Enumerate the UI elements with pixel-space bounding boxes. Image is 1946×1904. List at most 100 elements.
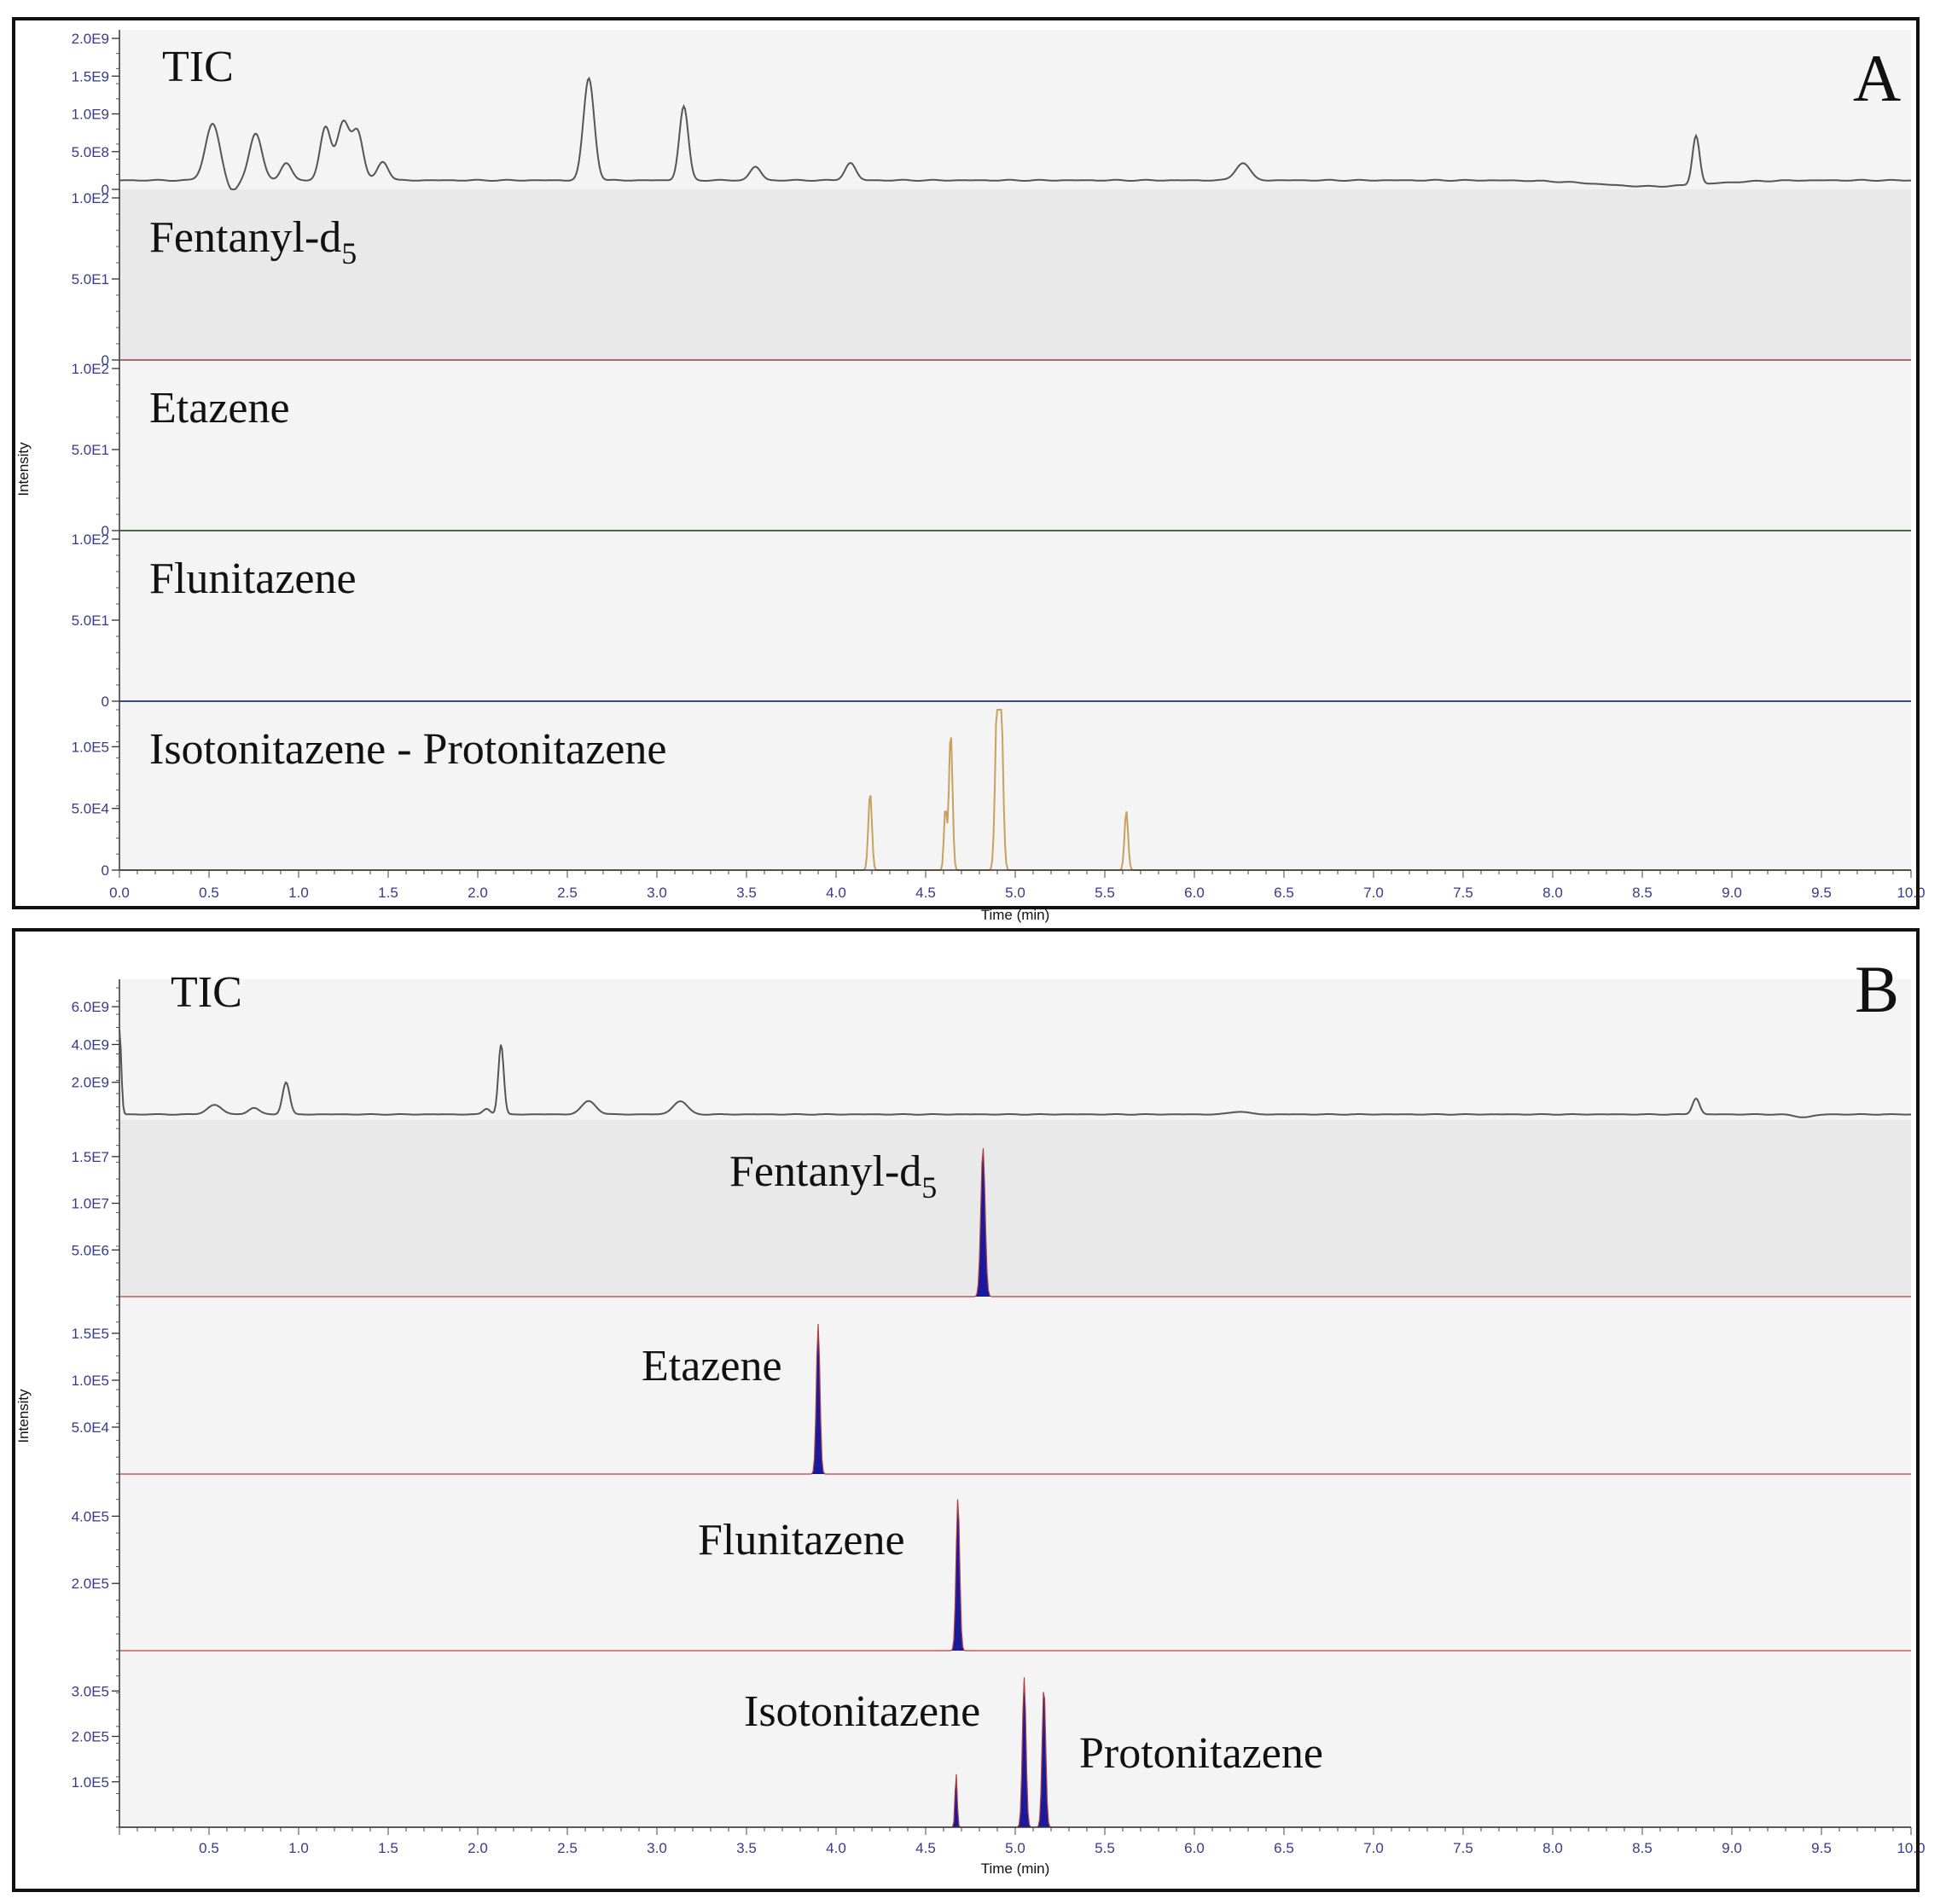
x-tick-label: 4.5 [915, 885, 936, 901]
y-tick-label: 1.0E5 [72, 1373, 109, 1389]
trace-label-secondary: Protonitazene [1079, 1729, 1323, 1778]
x-tick-label: 5.5 [1095, 1840, 1115, 1856]
trace-4: 0 5.0E1 1.0E2 Flunitazene [72, 531, 1911, 710]
y-tick-label: 2.0E5 [72, 1576, 109, 1592]
y-tick-label: 2.0E5 [72, 1729, 109, 1745]
trace-label: Etazene [642, 1342, 782, 1390]
panel-a: 0 5.0E8 1.0E9 1.5E9 2.0E9 TIC 0 5.0E1 1.0E2 Fenta… [12, 17, 1926, 923]
x-tick-label: 7.5 [1453, 885, 1473, 901]
panel-frame [12, 928, 1920, 1892]
x-tick-label: 8.5 [1632, 885, 1653, 901]
y-tick-label: 2.0E9 [72, 31, 109, 47]
x-tick-label: 8.5 [1632, 1840, 1653, 1856]
x-tick-label: 5.5 [1095, 885, 1115, 901]
trace-background [119, 1120, 1911, 1297]
y-tick-label: 1.0E5 [72, 739, 109, 755]
trace-3: 0 5.0E1 1.0E2 Etazene [72, 360, 1911, 539]
y-axis-title: Intensity [15, 1389, 32, 1443]
y-tick-label: 5.0E1 [72, 271, 109, 287]
x-tick-label: 10.0 [1897, 885, 1925, 901]
y-tick-label: 5.0E4 [72, 801, 109, 817]
trace-label: TIC [171, 968, 242, 1017]
y-tick-label: 5.0E1 [72, 612, 109, 629]
x-tick-label: 0.0 [109, 885, 130, 901]
y-tick-label: 1.0E2 [72, 361, 109, 377]
x-tick-label: 6.5 [1274, 885, 1294, 901]
x-tick-label: 1.5 [378, 1840, 398, 1856]
trace-background [119, 1651, 1911, 1827]
y-tick-label: 5.0E8 [72, 144, 109, 160]
y-tick-label: 2.0E9 [72, 1075, 109, 1091]
y-tick-label: 1.0E9 [72, 107, 109, 123]
y-tick-label: 1.0E2 [72, 531, 109, 548]
x-tick-label: 4.0 [826, 885, 846, 901]
y-tick-label: 0 [102, 523, 109, 539]
x-tick-label: 9.5 [1811, 1840, 1832, 1856]
trace-background [119, 189, 1911, 360]
x-tick-label: 8.0 [1542, 1840, 1563, 1856]
x-tick-label: 3.0 [647, 1840, 667, 1856]
y-tick-label: 5.0E1 [72, 442, 109, 458]
signal-line [119, 1029, 1911, 1118]
trace-2: 0 5.0E1 1.0E2 Fentanyl-d5 [72, 189, 1911, 369]
y-tick-label: 3.0E5 [72, 1683, 109, 1699]
signal-line [119, 1499, 1911, 1651]
trace-background [119, 360, 1911, 531]
trace-label: Flunitazene [149, 554, 357, 603]
y-tick-label: 4.0E5 [72, 1508, 109, 1524]
x-tick-label: 2.5 [557, 885, 578, 901]
y-tick-label: 6.0E9 [72, 999, 109, 1015]
x-tick-label: 6.5 [1274, 1840, 1294, 1856]
trace-1: 2.0E9 4.0E9 6.0E9 TIC [72, 968, 1911, 1121]
x-tick-label: 1.5 [378, 885, 398, 901]
y-tick-label: 0 [102, 694, 109, 710]
panel-label: A [1853, 41, 1901, 115]
x-tick-label: 7.5 [1453, 1840, 1473, 1856]
y-tick-label: 0 [102, 862, 109, 879]
y-tick-label: 4.0E9 [72, 1036, 109, 1053]
trace-label: Isotonitazene - Protonitazene [149, 725, 666, 774]
x-tick-label: 10.0 [1897, 1840, 1925, 1856]
x-tick-label: 8.0 [1542, 885, 1563, 901]
panel-frame [12, 17, 1920, 909]
y-tick-label: 1.5E9 [72, 68, 109, 84]
x-tick-label: 0.5 [199, 1840, 219, 1856]
x-tick-label: 1.0 [288, 885, 309, 901]
x-tick-label: 9.0 [1722, 885, 1742, 901]
y-tick-label: 0 [102, 182, 109, 198]
trace-label: Fentanyl-d5 [729, 1147, 937, 1205]
y-tick-label: 1.5E5 [72, 1326, 109, 1342]
y-tick-label: 1.0E5 [72, 1774, 109, 1791]
signal-line [119, 76, 1912, 190]
y-tick-label: 1.0E2 [72, 190, 109, 206]
trace-background [119, 30, 1911, 189]
y-tick-label: 5.0E4 [72, 1419, 109, 1436]
x-tick-label: 4.5 [915, 1840, 936, 1856]
trace-label: Flunitazene [698, 1516, 905, 1564]
x-tick-label: 6.0 [1184, 885, 1205, 901]
y-axis-title: Intensity [15, 442, 32, 496]
trace-1: 0 5.0E8 1.0E9 1.5E9 2.0E9 TIC [72, 30, 1912, 198]
x-axis-title: Time (min) [981, 1860, 1050, 1877]
y-tick-label: 5.0E6 [72, 1242, 109, 1258]
trace-background [119, 701, 1911, 870]
x-tick-label: 2.0 [468, 1840, 488, 1856]
trace-background [119, 1297, 1911, 1474]
x-tick-label: 3.0 [647, 885, 667, 901]
panel-b: 2.0E9 4.0E9 6.0E9 TIC 5.0E6 1.0E7 1.5E7 Fentany… [12, 928, 1926, 1892]
x-tick-label: 5.0 [1005, 1840, 1025, 1856]
signal-line [119, 1148, 1911, 1297]
x-tick-label: 3.5 [736, 1840, 757, 1856]
x-tick-label: 5.0 [1005, 885, 1025, 901]
trace-label: Etazene [149, 384, 290, 432]
x-tick-label: 7.0 [1363, 885, 1384, 901]
x-tick-label: 2.0 [468, 885, 488, 901]
trace-background [119, 979, 1911, 1120]
panel-label: B [1855, 952, 1899, 1026]
y-tick-label: 1.5E7 [72, 1149, 109, 1165]
trace-2: 5.0E6 1.0E7 1.5E7 Fentanyl-d5 [72, 1120, 1911, 1297]
x-axis-title: Time (min) [981, 907, 1050, 923]
x-tick-label: 6.0 [1184, 1840, 1205, 1856]
x-tick-label: 3.5 [736, 885, 757, 901]
